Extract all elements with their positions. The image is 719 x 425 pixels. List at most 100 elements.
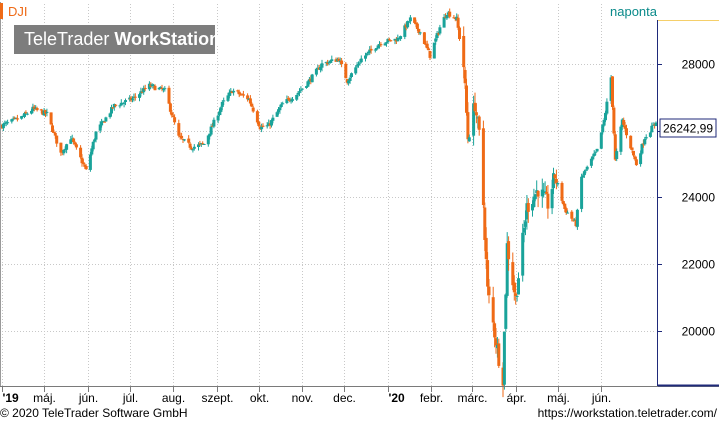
candle-body <box>25 113 29 115</box>
candle-body <box>589 158 593 166</box>
candle-body <box>414 22 418 25</box>
candle-body <box>279 104 283 107</box>
candle-body <box>472 103 476 136</box>
candle-body <box>613 134 617 160</box>
candle-body <box>375 48 379 50</box>
candle-body <box>305 86 308 88</box>
candle-body <box>566 212 570 214</box>
candle-body <box>533 194 537 200</box>
candle-body <box>364 55 367 59</box>
candle-body <box>552 173 555 189</box>
candle-body <box>226 95 230 101</box>
candle-body <box>310 74 314 83</box>
candle-body <box>220 102 224 107</box>
candle-body <box>344 63 348 79</box>
candle-body <box>328 60 332 63</box>
candle-body <box>502 331 506 385</box>
candle-body <box>428 51 432 58</box>
candle-body <box>554 179 558 183</box>
candle-body <box>487 286 491 296</box>
candle-body <box>98 124 102 131</box>
candle-body <box>570 211 574 219</box>
candle-body <box>168 103 172 112</box>
candle-body <box>163 88 167 90</box>
candle-body <box>514 293 518 296</box>
candle-body <box>643 139 647 145</box>
candle-body <box>408 17 412 22</box>
candle-body <box>88 154 92 170</box>
candle-body <box>354 67 358 74</box>
candle-body <box>654 122 658 126</box>
candle-body <box>619 126 623 152</box>
candle-body <box>167 87 171 104</box>
candle-body <box>467 137 471 142</box>
candle-body <box>300 88 304 90</box>
candle-body <box>201 143 205 145</box>
candle-body <box>413 17 417 23</box>
candle-body <box>289 100 293 102</box>
candle-body <box>592 153 596 156</box>
symbol-marker <box>0 3 3 19</box>
candle-body <box>337 58 341 62</box>
candle-body <box>212 119 216 127</box>
candle-body <box>138 94 141 98</box>
candle-body <box>271 117 275 121</box>
candle-body <box>546 193 550 209</box>
candle-body <box>232 90 236 93</box>
candle-body <box>314 68 318 75</box>
candle-body <box>83 164 87 167</box>
x-tick-label: aug. <box>162 391 185 405</box>
candle-body <box>524 221 527 227</box>
workstation-link[interactable]: https://workstation.teletrader.com/ <box>537 406 717 420</box>
candle-body <box>422 32 426 44</box>
candle-body <box>483 207 487 240</box>
x-tick-label: máj. <box>547 391 570 405</box>
candle-body <box>536 190 540 197</box>
candle-body <box>425 43 429 49</box>
candle-body <box>101 120 105 122</box>
x-tick-label: '19 <box>3 391 20 405</box>
candle-body <box>111 107 115 109</box>
candle-body <box>445 15 449 19</box>
candle-body <box>260 126 264 130</box>
candle-body <box>182 139 186 141</box>
period-label[interactable]: naponta <box>610 4 658 19</box>
candle-body <box>131 98 134 100</box>
candle-body <box>540 189 544 197</box>
candle-body <box>383 43 387 46</box>
candle-body <box>350 73 353 77</box>
candle-body <box>387 39 391 41</box>
candle-body <box>73 142 77 145</box>
candle-body <box>110 107 113 114</box>
candle-body <box>93 139 97 142</box>
candle-body <box>251 107 255 112</box>
candle-body <box>438 27 442 34</box>
candle-body <box>389 40 393 42</box>
candle-body <box>385 42 388 44</box>
candle-body <box>418 32 422 34</box>
candle-body <box>602 119 606 126</box>
candle-body <box>512 282 516 293</box>
candle-body <box>491 297 495 323</box>
candle-body <box>142 87 146 93</box>
candle-body <box>463 70 467 84</box>
candle-body <box>407 21 411 23</box>
candle-body <box>373 49 377 51</box>
candle-body <box>202 144 206 145</box>
candle-body <box>62 150 66 154</box>
candle-body <box>493 323 497 338</box>
candle-body <box>517 278 520 295</box>
candle-body <box>52 132 56 133</box>
candle-body <box>644 137 648 139</box>
candle-body <box>51 125 54 132</box>
candle-body <box>286 98 290 100</box>
x-tick-label: jún. <box>591 391 611 405</box>
candle-body <box>415 23 419 29</box>
candle-body <box>257 121 261 126</box>
candle-body <box>340 60 344 65</box>
candle-body <box>39 109 43 111</box>
candle-body <box>24 112 28 114</box>
candle-body <box>227 92 231 96</box>
candle-body <box>521 232 525 276</box>
